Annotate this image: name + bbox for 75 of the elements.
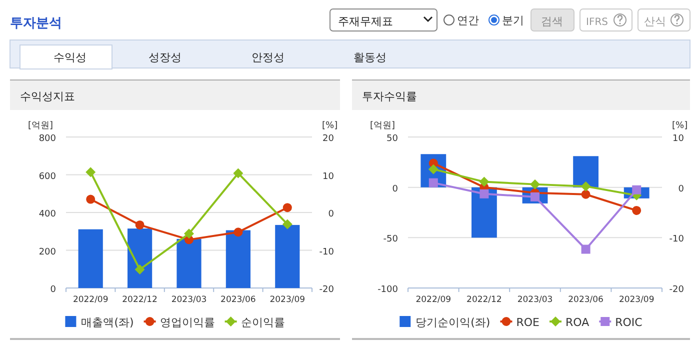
point xyxy=(581,190,590,199)
y2-tick-label: 0 xyxy=(328,210,334,220)
y2-axis-title: [%] xyxy=(322,121,338,131)
text: 안정성 xyxy=(252,51,284,64)
bar xyxy=(128,228,152,288)
x-tick-label: 2023/03 xyxy=(171,295,207,305)
legend-label: 당기순이익(좌) xyxy=(416,316,490,329)
y-axis-title: [억원] xyxy=(370,121,396,131)
point xyxy=(581,244,590,254)
text: 검색 xyxy=(541,15,563,28)
y-tick-label: -100 xyxy=(378,285,398,295)
text: 주재무제표 xyxy=(338,15,393,28)
point xyxy=(184,228,194,239)
x-tick-label: 2023/09 xyxy=(270,295,306,305)
y2-tick-label: -20 xyxy=(669,285,684,295)
text: 산식 xyxy=(644,15,666,28)
y-tick-label: 600 xyxy=(38,172,56,182)
chart-title: 투자수익률 xyxy=(362,90,417,103)
point xyxy=(282,203,292,212)
x-tick-label: 2022/12 xyxy=(466,295,502,305)
y2-tick-label: 10 xyxy=(672,134,684,144)
y-tick-label: 400 xyxy=(38,210,56,220)
bar xyxy=(226,230,250,288)
y2-tick-label: 20 xyxy=(322,134,334,144)
y-tick-label: 200 xyxy=(38,247,56,258)
point xyxy=(530,179,540,190)
text: 분기 xyxy=(502,14,524,27)
point xyxy=(86,167,96,178)
bar xyxy=(573,156,598,188)
y2-tick-label: -10 xyxy=(669,234,684,245)
legend-label: ROE xyxy=(516,316,540,329)
point xyxy=(632,206,642,215)
chart-title: 수익성지표 xyxy=(20,90,75,103)
x-tick-label: 2023/09 xyxy=(618,295,654,305)
point xyxy=(580,181,591,192)
text: 연간 xyxy=(457,14,479,27)
point xyxy=(282,219,292,230)
x-tick-label: 2023/06 xyxy=(220,295,256,305)
y2-tick-label: -10 xyxy=(319,247,334,258)
bar xyxy=(275,224,300,288)
y-axis-title: [억원] xyxy=(28,121,54,131)
text: 성장성 xyxy=(148,51,182,64)
point xyxy=(480,189,489,198)
y2-tick-label: 0 xyxy=(678,184,684,194)
x-tick-label: 2023/06 xyxy=(568,295,604,305)
point xyxy=(86,194,96,204)
y2-axis-title: [%] xyxy=(672,121,688,131)
bar xyxy=(78,229,103,288)
y2-tick-label: -20 xyxy=(319,285,334,295)
legend-label: ROA xyxy=(565,316,590,329)
x-tick-label: 2022/12 xyxy=(122,295,158,305)
point xyxy=(234,228,243,237)
y-tick-label: 0 xyxy=(50,285,56,295)
y-tick-label: 0 xyxy=(392,184,398,194)
bar xyxy=(176,238,202,288)
legend-label: 영업이익률 xyxy=(160,316,215,329)
y-tick-label: -50 xyxy=(383,234,398,245)
x-tick-label: 2023/03 xyxy=(517,295,553,305)
point xyxy=(134,264,145,275)
x-tick-label: 2022/09 xyxy=(416,295,452,305)
y2-tick-label: 10 xyxy=(322,172,334,182)
legend-label: 매출액(좌) xyxy=(81,316,134,329)
point xyxy=(479,176,490,187)
text: IFRS xyxy=(586,17,608,28)
x-tick-label: 2022/09 xyxy=(72,295,108,305)
point xyxy=(428,178,438,188)
point xyxy=(233,168,244,178)
legend-label: ROIC xyxy=(615,316,643,329)
point xyxy=(135,220,144,230)
y-tick-label: 800 xyxy=(38,134,56,144)
text: 투자분석 xyxy=(10,16,62,31)
text: 수익성 xyxy=(54,51,86,64)
y-tick-label: 50 xyxy=(386,134,398,144)
legend-label: 순이익률 xyxy=(240,316,285,329)
text: 활동성 xyxy=(354,51,386,64)
